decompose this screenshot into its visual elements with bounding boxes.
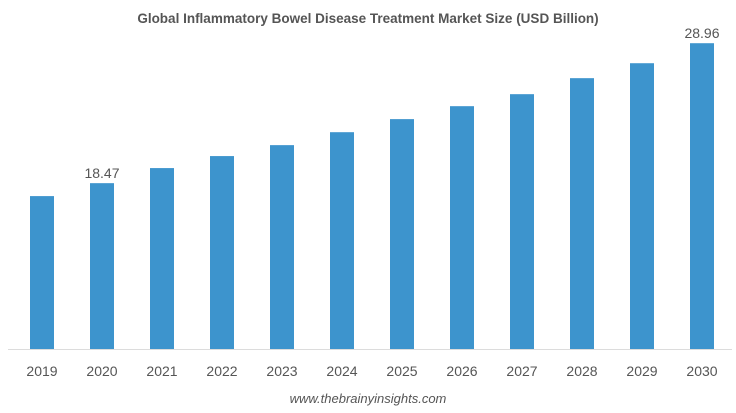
bar-2020 [90, 183, 114, 349]
x-tick-label: 2027 [506, 363, 537, 379]
x-tick-label: 2019 [26, 363, 57, 379]
x-tick-label: 2021 [146, 363, 177, 379]
bar-2026 [450, 106, 474, 349]
bar-2022 [210, 156, 234, 349]
x-tick-label: 2030 [686, 363, 717, 379]
x-tick-label: 2022 [206, 363, 237, 379]
bar-2023 [270, 145, 294, 349]
bar-2029 [630, 63, 654, 349]
data-label-2020: 18.47 [84, 165, 119, 181]
source-text: www.thebrainyinsights.com [289, 391, 447, 406]
bar-2028 [570, 78, 594, 349]
x-tick-label: 2023 [266, 363, 297, 379]
bar-2021 [150, 168, 174, 349]
bar-2027 [510, 94, 534, 349]
x-tick-label: 2024 [326, 363, 357, 379]
data-label-2030: 28.96 [684, 25, 719, 41]
bar-2024 [330, 132, 354, 349]
bar-2019 [30, 196, 54, 349]
bar-2025 [390, 119, 414, 349]
x-tick-label: 2029 [626, 363, 657, 379]
x-tick-label: 2028 [566, 363, 597, 379]
chart-title: Global Inflammatory Bowel Disease Treatm… [137, 11, 599, 26]
bar-2030 [690, 43, 714, 350]
x-tick-label: 2020 [86, 363, 117, 379]
x-tick-label: 2026 [446, 363, 477, 379]
x-tick-label: 2025 [386, 363, 417, 379]
